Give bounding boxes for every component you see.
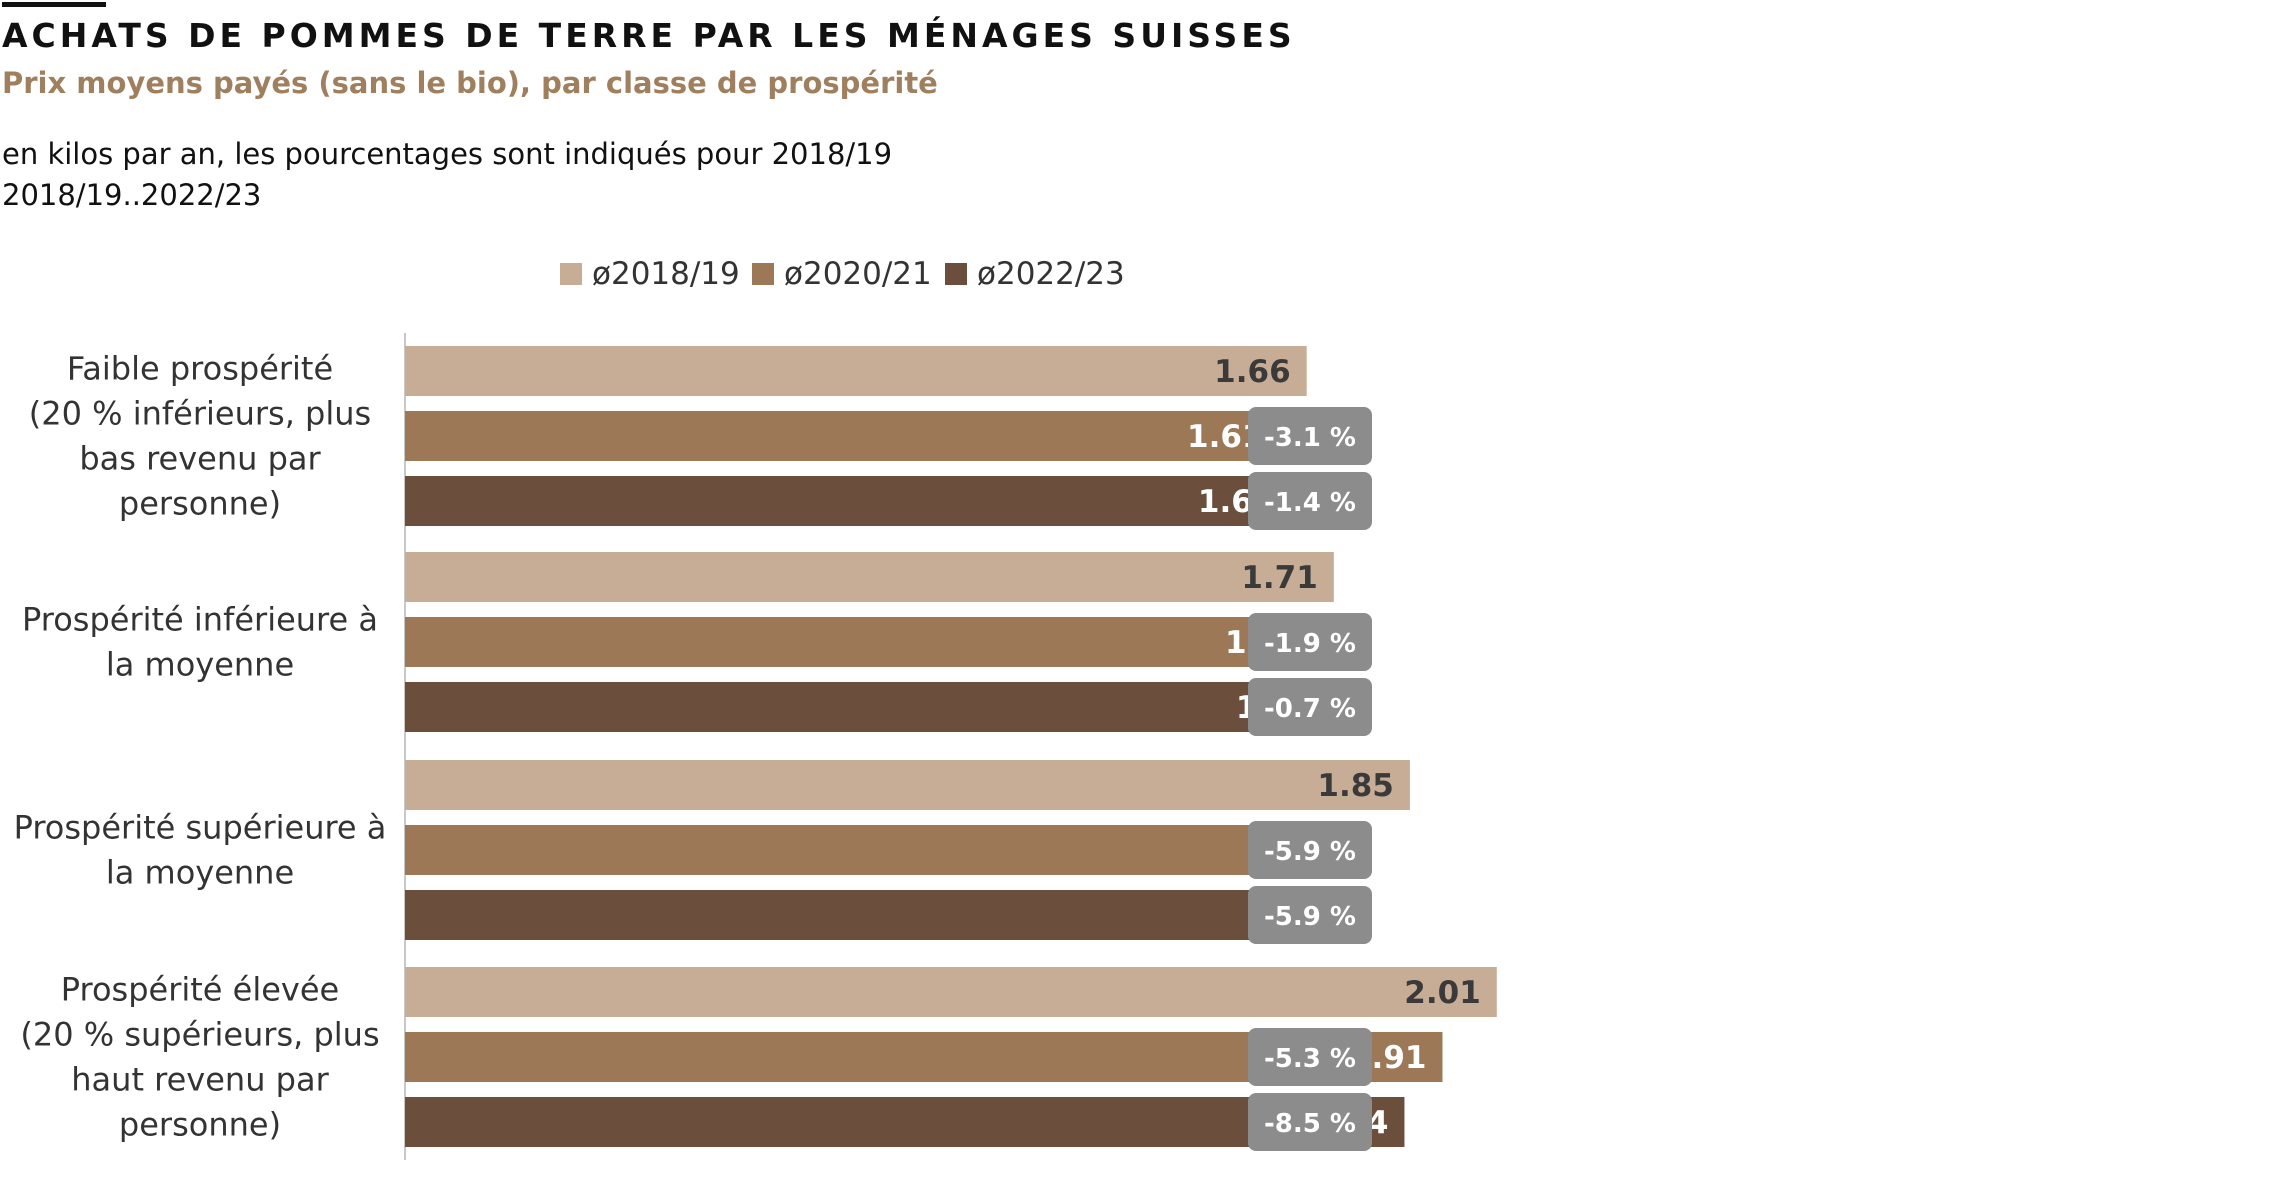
- bar: [405, 967, 1497, 1017]
- change-badge: [1248, 1093, 1372, 1151]
- bar-value-label: 1.85: [1317, 768, 1394, 804]
- legend-swatch: [560, 263, 582, 285]
- bar-value-label: 1.66: [1214, 354, 1291, 390]
- legend-swatch: [752, 263, 774, 285]
- period-note: 2018/19..2022/23: [2, 178, 262, 212]
- bar: [405, 411, 1280, 461]
- change-badge-label: -1.9 %: [1264, 629, 1356, 659]
- category-label-line: la moyenne: [106, 646, 294, 684]
- legend-label: ø2022/23: [977, 256, 1125, 292]
- bar: [405, 617, 1318, 667]
- bar: [405, 1097, 1405, 1147]
- legend-swatch: [945, 263, 967, 285]
- unit-note: en kilos par an, les pourcentages sont i…: [2, 137, 893, 171]
- change-badge-label: -1.4 %: [1264, 488, 1356, 518]
- change-badge-label: -0.7 %: [1264, 694, 1356, 724]
- change-badge-label: -5.9 %: [1264, 902, 1356, 932]
- category-label-line: haut revenu par: [71, 1061, 329, 1099]
- category-label-line: personne): [119, 485, 281, 523]
- category-label-line: la moyenne: [106, 854, 294, 892]
- page-subtitle: Prix moyens payés (sans le bio), par cla…: [2, 66, 938, 100]
- change-badge-label: -5.3 %: [1264, 1044, 1356, 1074]
- category-label-line: Faible prospérité: [67, 350, 333, 388]
- category-label-line: Prospérité supérieure à: [14, 809, 387, 847]
- category-label-line: Prospérité inférieure à: [22, 601, 378, 639]
- bar: [405, 346, 1307, 396]
- change-badge: [1248, 1028, 1372, 1086]
- change-badge: [1248, 472, 1372, 530]
- legend-label: ø2018/19: [592, 256, 740, 292]
- category-label: Prospérité élevée (20 % supérieurs, plus h…: [20, 971, 379, 1144]
- bar: [405, 682, 1329, 732]
- category-label-line: (20 % supérieurs, plus: [20, 1016, 379, 1054]
- title-rule: [2, 2, 106, 7]
- category-label: Prospérité inférieure à la moyenne: [22, 601, 378, 684]
- bar: [405, 760, 1410, 810]
- change-badge: [1248, 613, 1372, 671]
- bar: [405, 476, 1291, 526]
- change-badge: [1248, 678, 1372, 736]
- bar: [405, 552, 1334, 602]
- legend-label: ø2020/21: [784, 256, 932, 292]
- bar-value-label: 2.01: [1404, 975, 1481, 1011]
- category-label-line: Prospérité élevée: [61, 971, 339, 1009]
- bar: [405, 825, 1351, 875]
- category-label-line: (20 % inférieurs, plus: [29, 395, 371, 433]
- change-badge: [1248, 407, 1372, 465]
- category-label-line: personne): [119, 1106, 281, 1144]
- category-label: Prospérité supérieure à la moyenne: [14, 809, 387, 892]
- change-badge-label: -3.1 %: [1264, 423, 1356, 453]
- category-label: Faible prospérité (20 % inférieurs, plus b…: [29, 350, 371, 523]
- change-badge-label: -5.9 %: [1264, 837, 1356, 867]
- category-label-line: bas revenu par: [79, 440, 321, 478]
- change-badge-label: -8.5 %: [1264, 1109, 1356, 1139]
- bar: [405, 890, 1351, 940]
- bar-value-label: 1.71: [1241, 560, 1318, 596]
- change-badge: [1248, 821, 1372, 879]
- page-title: ACHATS DE POMMES DE TERRE PAR LES MÉNAGE…: [2, 16, 1296, 55]
- change-badge: [1248, 886, 1372, 944]
